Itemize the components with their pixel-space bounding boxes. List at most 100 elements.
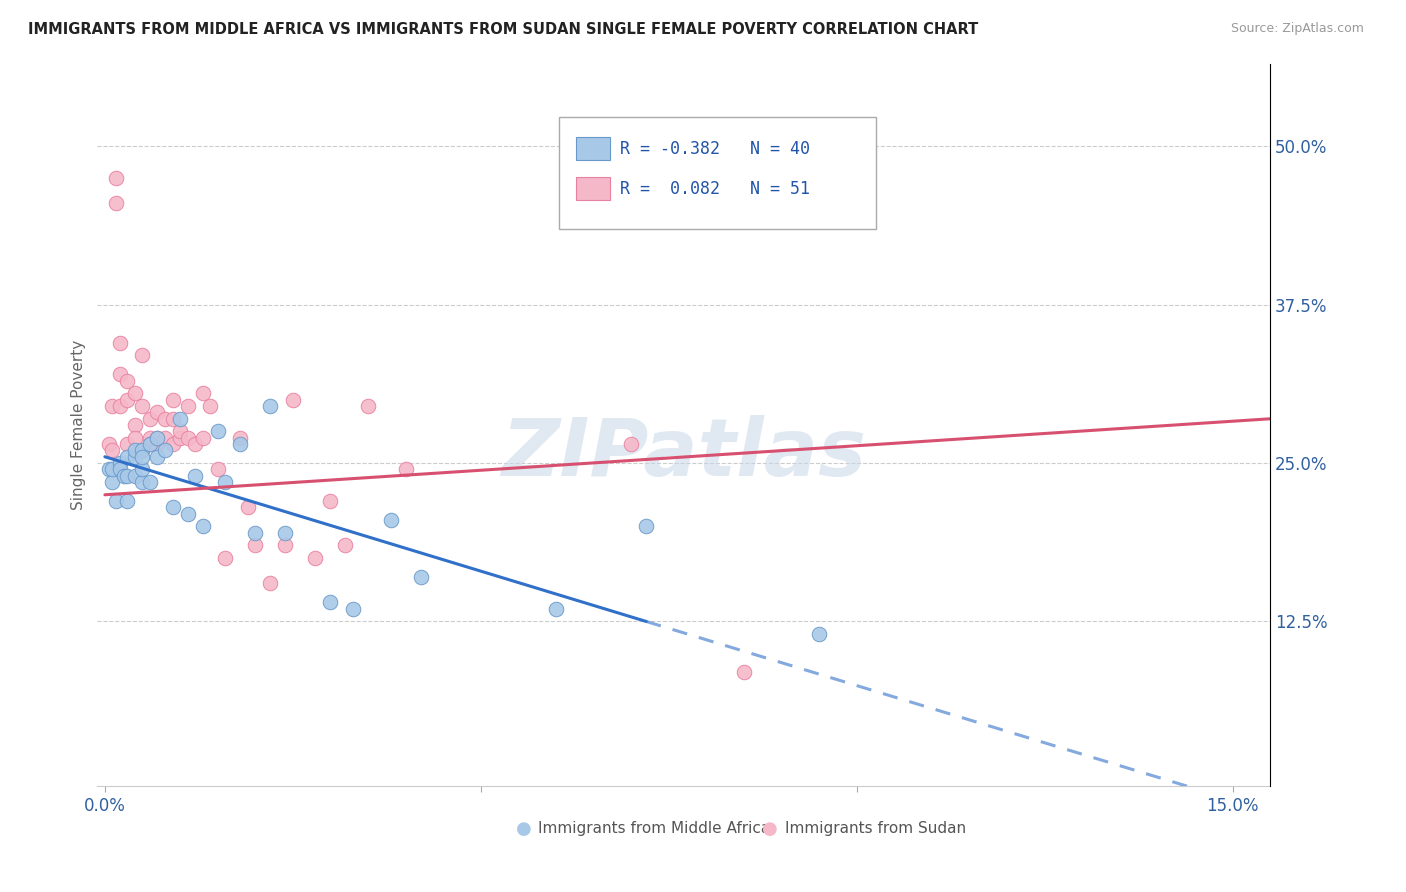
- Point: [184, 468, 207, 483]
- Point: [319, 494, 342, 508]
- Point: [236, 500, 259, 515]
- Y-axis label: Single Female Poverty: Single Female Poverty: [72, 340, 86, 510]
- Text: Immigrants from Middle Africa: Immigrants from Middle Africa: [538, 822, 770, 837]
- Point: [108, 368, 131, 382]
- Point: [191, 431, 214, 445]
- Point: [146, 450, 169, 464]
- Point: [131, 399, 153, 413]
- Point: [105, 171, 128, 186]
- Point: [409, 570, 432, 584]
- Point: [342, 601, 364, 615]
- Point: [153, 411, 176, 425]
- Point: [139, 411, 162, 425]
- Point: [191, 519, 214, 533]
- Text: Immigrants from Sudan: Immigrants from Sudan: [785, 822, 966, 837]
- Text: ●: ●: [516, 820, 531, 838]
- Point: [184, 437, 207, 451]
- Point: [176, 431, 198, 445]
- Point: [112, 468, 135, 483]
- Point: [101, 399, 124, 413]
- Point: [108, 335, 131, 350]
- Point: [162, 437, 184, 451]
- Point: [544, 601, 567, 615]
- Point: [117, 392, 139, 407]
- Point: [131, 443, 153, 458]
- Point: [131, 462, 153, 476]
- Point: [162, 500, 184, 515]
- Point: [139, 437, 162, 451]
- Point: [108, 399, 131, 413]
- Point: [198, 399, 221, 413]
- Point: [117, 468, 139, 483]
- Point: [131, 450, 153, 464]
- Point: [131, 475, 153, 489]
- Point: [191, 386, 214, 401]
- Point: [105, 196, 128, 211]
- Point: [124, 386, 146, 401]
- Point: [214, 551, 236, 566]
- Point: [97, 462, 120, 476]
- Point: [176, 507, 198, 521]
- Point: [162, 411, 184, 425]
- Point: [304, 551, 326, 566]
- Point: [319, 595, 342, 609]
- Point: [153, 431, 176, 445]
- Point: [105, 494, 128, 508]
- Point: [124, 418, 146, 433]
- Point: [117, 450, 139, 464]
- Point: [124, 468, 146, 483]
- Point: [153, 443, 176, 458]
- Text: R = -0.382   N = 40: R = -0.382 N = 40: [620, 139, 810, 158]
- Point: [259, 399, 281, 413]
- Point: [229, 431, 252, 445]
- Point: [108, 462, 131, 476]
- Point: [808, 627, 831, 641]
- Text: ZIPatlas: ZIPatlas: [502, 415, 866, 493]
- Point: [139, 437, 162, 451]
- Point: [169, 431, 191, 445]
- Text: ●: ●: [762, 820, 778, 838]
- Point: [214, 475, 236, 489]
- Point: [357, 399, 380, 413]
- Point: [146, 431, 169, 445]
- Point: [245, 525, 267, 540]
- Point: [259, 576, 281, 591]
- Point: [101, 475, 124, 489]
- Point: [335, 538, 357, 552]
- Text: R =  0.082   N = 51: R = 0.082 N = 51: [620, 179, 810, 198]
- Point: [117, 494, 139, 508]
- Point: [207, 425, 229, 439]
- Point: [124, 431, 146, 445]
- Point: [636, 519, 658, 533]
- Point: [169, 425, 191, 439]
- Point: [169, 411, 191, 425]
- Point: [162, 392, 184, 407]
- Point: [117, 374, 139, 388]
- Point: [97, 437, 120, 451]
- Point: [131, 348, 153, 362]
- Point: [139, 475, 162, 489]
- Point: [101, 443, 124, 458]
- Text: Source: ZipAtlas.com: Source: ZipAtlas.com: [1230, 22, 1364, 36]
- Point: [176, 399, 198, 413]
- Point: [124, 450, 146, 464]
- Point: [131, 443, 153, 458]
- Point: [380, 513, 402, 527]
- Point: [274, 538, 297, 552]
- Point: [394, 462, 416, 476]
- Point: [108, 456, 131, 470]
- Point: [620, 437, 643, 451]
- Point: [146, 437, 169, 451]
- Point: [245, 538, 267, 552]
- Point: [733, 665, 755, 680]
- Point: [229, 437, 252, 451]
- Point: [117, 437, 139, 451]
- Point: [146, 405, 169, 419]
- Point: [281, 392, 304, 407]
- Point: [207, 462, 229, 476]
- Point: [139, 431, 162, 445]
- Point: [146, 431, 169, 445]
- Point: [124, 443, 146, 458]
- Text: IMMIGRANTS FROM MIDDLE AFRICA VS IMMIGRANTS FROM SUDAN SINGLE FEMALE POVERTY COR: IMMIGRANTS FROM MIDDLE AFRICA VS IMMIGRA…: [28, 22, 979, 37]
- Point: [274, 525, 297, 540]
